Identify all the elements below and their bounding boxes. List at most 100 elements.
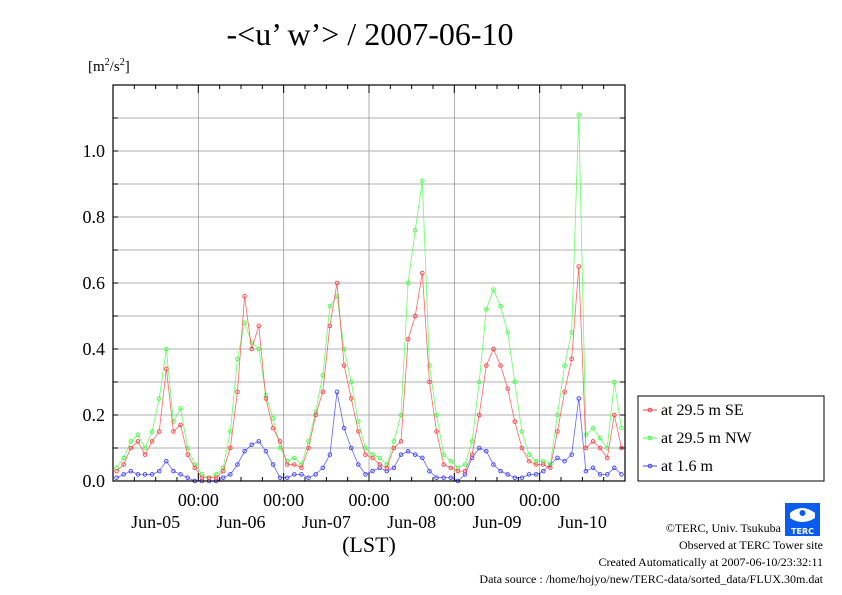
data-point [142, 445, 148, 451]
data-point [441, 462, 446, 467]
data-point [256, 439, 262, 444]
data-source: Data source : /home/hojyo/new/TERC-data/… [479, 572, 823, 586]
data-point [135, 472, 141, 477]
data-point [164, 366, 169, 372]
data-point [128, 439, 134, 444]
data-point [597, 472, 603, 477]
data-point [156, 429, 162, 434]
data-point [377, 462, 382, 467]
data-point [491, 287, 496, 292]
data-point [512, 379, 518, 385]
data-point [270, 425, 276, 431]
data-point [121, 462, 126, 467]
data-point [114, 468, 119, 474]
data-point [505, 330, 510, 335]
data-point [462, 462, 468, 467]
data-point [348, 396, 354, 401]
data-point [612, 379, 617, 385]
data-point [583, 468, 589, 474]
data-point [327, 452, 333, 457]
data-point [363, 452, 368, 457]
data-point [597, 445, 603, 451]
data-point [313, 472, 318, 477]
data-point [562, 458, 567, 464]
data-point [555, 429, 560, 434]
data-point [597, 435, 603, 441]
data-point [220, 468, 226, 474]
data-point [171, 429, 176, 434]
data-point [292, 462, 297, 467]
data-point [348, 445, 354, 451]
data-point [590, 425, 596, 431]
data-point [320, 465, 326, 471]
legend-label: at 29.5 m SE [661, 402, 744, 419]
data-point [555, 412, 560, 418]
data-point [121, 472, 126, 477]
data-point [533, 472, 539, 477]
data-point [292, 455, 297, 461]
data-point [228, 445, 233, 451]
y-tick-label: 0.8 [83, 207, 106, 227]
data-point [242, 293, 247, 299]
data-point [519, 429, 525, 434]
chart-title: -<u’ w’> / 2007-06-10 [227, 16, 514, 52]
data-point [576, 264, 582, 269]
data-point [427, 363, 432, 368]
data-point [142, 472, 148, 477]
data-point [206, 475, 212, 480]
legend-label: at 1.6 m [661, 458, 714, 475]
data-point [583, 432, 589, 438]
data-point [121, 455, 126, 461]
x-tick-label: 00:00 [519, 490, 560, 510]
data-point [455, 468, 461, 474]
data-point [420, 178, 425, 183]
data-point [526, 452, 532, 457]
data-point [405, 280, 411, 286]
data-point [370, 468, 375, 474]
y-tick-label: 0.2 [83, 405, 106, 425]
data-point [562, 389, 567, 395]
data-point [327, 303, 333, 309]
data-point [576, 396, 582, 401]
data-point [434, 429, 439, 434]
data-point [619, 425, 624, 431]
series-at-29-5-m-se [114, 264, 624, 480]
data-point [540, 462, 546, 467]
data-point [299, 465, 304, 471]
data-point [505, 386, 510, 391]
data-point [462, 468, 468, 474]
data-point [548, 465, 553, 471]
data-point [448, 465, 454, 471]
data-point [199, 475, 205, 480]
data-point [384, 465, 390, 471]
data-point [498, 363, 503, 368]
svg-text:TERC: TERC [791, 527, 814, 536]
data-point [213, 475, 219, 480]
data-point [604, 472, 610, 477]
data-point [135, 439, 141, 444]
data-point [405, 449, 411, 454]
data-point [405, 336, 411, 342]
x-tick-label: 00:00 [178, 490, 219, 510]
data-point [505, 472, 510, 477]
data-point [391, 439, 397, 444]
data-point [356, 429, 361, 434]
data-point [185, 452, 190, 457]
observed-at: Observed at TERC Tower site [679, 538, 823, 552]
x-tick-label: 00:00 [348, 490, 389, 510]
data-point [412, 313, 418, 319]
created-at: Created Automatically at 2007-06-10/23:3… [598, 555, 823, 569]
data-point [533, 462, 539, 467]
data-point [420, 270, 425, 276]
y-tick-label: 0.4 [83, 339, 106, 359]
y-axis-unit: [m2/s2] [88, 57, 130, 75]
data-point [498, 303, 503, 309]
data-point [526, 472, 532, 477]
data-point [555, 455, 560, 461]
data-point [370, 455, 375, 461]
day-label: Jun-05 [131, 512, 180, 532]
data-point [128, 468, 134, 474]
data-point [484, 307, 489, 312]
legend-marker [647, 463, 653, 469]
data-point [263, 396, 269, 401]
